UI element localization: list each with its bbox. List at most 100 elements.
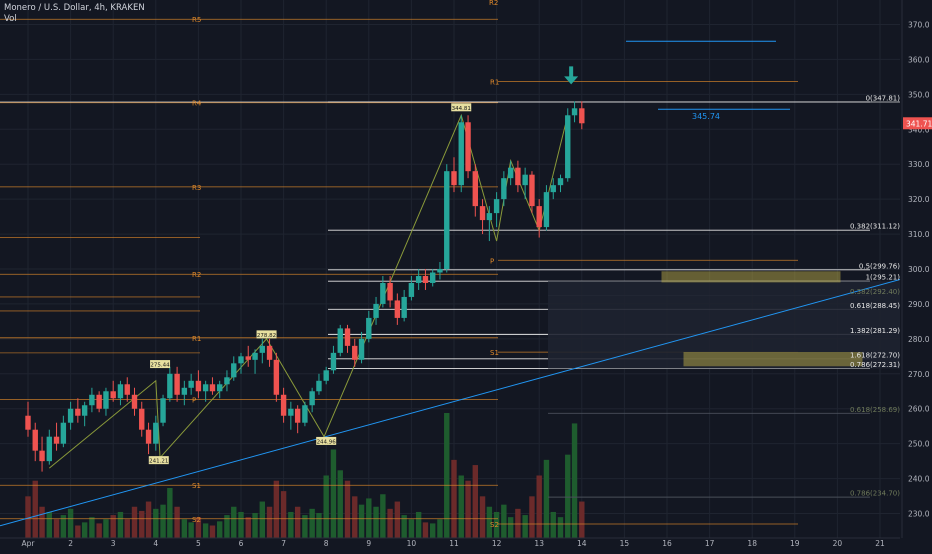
fib-label: 1.382(281.29) — [850, 327, 900, 335]
volume-bar — [337, 470, 343, 538]
volume-bar — [408, 519, 415, 538]
y-tick-label: 290.0 — [908, 300, 930, 309]
candle-body — [394, 300, 401, 318]
fib-label: 0(347.81) — [866, 94, 901, 102]
volume-bars — [25, 413, 585, 538]
candle-body — [415, 275, 422, 283]
volume-bar — [53, 519, 60, 538]
volume-bar — [32, 480, 38, 538]
fib-label: 1.618(272.70) — [850, 351, 900, 359]
pivot-label: P — [192, 397, 196, 405]
y-tick-label: 330.0 — [908, 160, 930, 169]
pivot-label: R3 — [192, 184, 201, 192]
volume-bar — [486, 506, 493, 538]
candle-body — [25, 415, 31, 430]
overlay-layer — [0, 40, 901, 527]
candle-body — [486, 213, 493, 221]
last-price-label: 341.71 — [906, 119, 932, 128]
candle-body — [67, 408, 74, 423]
volume-bar — [167, 488, 173, 538]
volume-bar — [75, 525, 81, 538]
candle-body — [515, 167, 521, 186]
candle-body — [387, 282, 393, 301]
volume-bar — [245, 517, 251, 538]
volume-legend[interactable]: Vol — [4, 14, 17, 24]
x-tick-label: Apr — [22, 539, 36, 548]
volume-bar — [493, 511, 500, 538]
candle-body — [451, 171, 457, 186]
candle-body — [202, 384, 209, 392]
y-tick-label: 260.0 — [908, 405, 930, 414]
y-tick-label: 250.0 — [908, 440, 930, 449]
volume-bar — [209, 525, 216, 538]
candle-body — [124, 384, 130, 395]
fib-label: 0.618(258.69) — [850, 406, 900, 414]
volume-bar — [451, 459, 457, 538]
pivot-point-box — [256, 330, 277, 339]
candle-body — [458, 122, 464, 186]
x-tick-label: 11 — [449, 539, 459, 548]
volume-bar — [522, 515, 528, 538]
volume-bar — [252, 513, 258, 538]
candle-body — [252, 352, 258, 360]
volume-bar — [430, 523, 436, 538]
last-price-tag — [903, 117, 932, 130]
y-tick-label: 270.0 — [908, 370, 930, 379]
volume-bar — [280, 491, 287, 538]
volume-bar — [153, 508, 159, 538]
x-tick-label: 16 — [662, 539, 672, 548]
pivot-label: R4 — [192, 100, 202, 108]
volume-bar — [422, 522, 429, 538]
candle-body — [81, 405, 88, 416]
volume-bar — [145, 501, 152, 538]
volume-bar — [266, 506, 273, 538]
volume-bar — [60, 515, 67, 538]
volume-bar — [25, 496, 31, 538]
y-tick-label: 370.0 — [908, 20, 930, 29]
volume-bar — [188, 522, 194, 538]
volume-bar — [515, 508, 521, 538]
candle-body — [209, 384, 216, 392]
volume-bar — [529, 496, 535, 538]
volume-bar — [89, 517, 95, 538]
candle-body — [238, 356, 244, 364]
pivot-point-label: 344.81 — [452, 106, 471, 112]
pivot-point-label: 241.21 — [149, 459, 168, 465]
x-tick-label: 6 — [239, 539, 244, 548]
candle-body — [557, 178, 564, 186]
candle-body — [550, 185, 556, 193]
y-tick-label: 300.0 — [908, 265, 930, 274]
fib-label: 0.382(292.40) — [850, 288, 900, 296]
y-tick-label: 350.0 — [908, 90, 930, 99]
volume-bar — [465, 480, 471, 538]
x-tick-label: 2 — [68, 539, 73, 548]
candle-body — [294, 408, 301, 423]
candle-body — [373, 303, 379, 318]
pivot-label: R2 — [489, 0, 498, 7]
pivot-label: S1 — [490, 349, 499, 357]
x-tick-label: 13 — [534, 539, 544, 548]
candle-body — [224, 377, 230, 385]
pivot-point-box — [148, 456, 169, 465]
pivot-label: R2 — [192, 271, 201, 279]
candle-body — [96, 394, 102, 409]
volume-bar — [46, 511, 52, 538]
candle-body — [529, 174, 535, 207]
candle-body — [565, 115, 571, 179]
candle-body — [337, 328, 343, 353]
pivot-point-box — [316, 436, 337, 445]
pivot-point-label: 275.44 — [150, 363, 170, 369]
symbol-title[interactable]: Monero / U.S. Dollar, 4h, KRAKEN — [4, 3, 145, 13]
volume-bar — [103, 519, 109, 538]
volume-bar — [444, 413, 450, 538]
candle-body — [501, 178, 507, 200]
x-tick-label: 12 — [492, 539, 502, 548]
candle-body — [103, 391, 109, 409]
volume-bar — [224, 515, 230, 538]
candle-body — [366, 317, 372, 339]
pivot-label: S2 — [490, 521, 499, 529]
volume-bar — [579, 501, 585, 538]
volume-bar — [202, 523, 209, 538]
